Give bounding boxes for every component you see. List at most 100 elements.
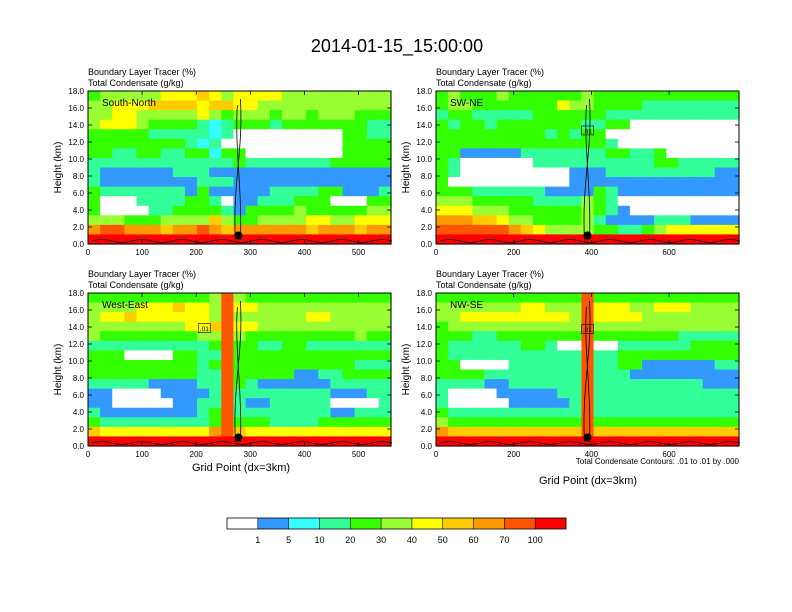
heatmap-cell [136, 129, 150, 140]
heatmap-cell [605, 177, 619, 188]
heatmap-cell [532, 205, 546, 216]
heatmap-cell [124, 302, 138, 313]
heatmap-cell [197, 436, 210, 447]
x-tick-label: 0 [86, 450, 91, 459]
heatmap-cell [124, 129, 138, 140]
heatmap-cell [545, 293, 558, 304]
heatmap-cell [496, 350, 510, 361]
heatmap-cell [484, 138, 498, 149]
heatmap-cell [593, 234, 607, 245]
heatmap-cell [378, 100, 392, 111]
heatmap-cell [508, 369, 522, 380]
heatmap-cell [666, 215, 679, 226]
heatmap-cell [690, 234, 704, 245]
heatmap-cell [532, 157, 546, 169]
plot-frame [435, 90, 740, 245]
heatmap-cell [666, 340, 679, 351]
heatmap-cell [257, 426, 271, 438]
heatmap-cell [545, 321, 558, 332]
panel-2: Boundary Layer Tracer (%)Total Condensat… [53, 269, 393, 459]
heatmap-cell [520, 91, 534, 102]
heatmap-cell [318, 331, 331, 342]
heatmap-cell [233, 379, 247, 390]
heatmap-cell [269, 224, 283, 236]
heatmap-cell [436, 177, 449, 188]
heatmap-cell [342, 398, 356, 409]
heatmap-cell [448, 167, 461, 178]
heatmap-cell [472, 157, 486, 169]
heatmap-cell [520, 417, 534, 428]
heatmap-cell [642, 167, 655, 178]
heatmap-cell [330, 157, 344, 169]
heatmap-cell [318, 138, 331, 149]
heatmap-cell [378, 224, 392, 236]
heatmap-cell [197, 417, 210, 428]
heatmap-cell [378, 129, 392, 140]
heatmap-cell [508, 177, 522, 188]
heatmap-cell [484, 426, 498, 438]
heatmap-cell [581, 350, 595, 361]
heatmap-cell [330, 398, 344, 409]
heatmap-cell [726, 224, 740, 236]
heatmap-cell [88, 359, 101, 371]
heatmap-cell [366, 321, 380, 332]
heatmap-cell [354, 321, 368, 332]
heatmap-cell [690, 331, 704, 342]
heatmap-cell [172, 331, 186, 342]
heatmap-cell [184, 359, 198, 371]
heatmap-cell [460, 224, 473, 236]
heatmap-cell [342, 167, 356, 178]
heatmap-cell [484, 369, 498, 380]
heatmap-cell [294, 110, 307, 121]
heatmap-cell [172, 312, 186, 323]
heatmap-cell [184, 224, 198, 236]
heatmap-cell [112, 215, 125, 226]
heatmap-cell [532, 321, 546, 332]
contour-line [234, 300, 242, 443]
heatmap-cell [617, 388, 631, 399]
heatmap-cell [520, 407, 534, 418]
heatmap-cell [306, 350, 319, 361]
heatmap-cell [642, 157, 655, 169]
heatmap-cell [557, 167, 570, 178]
heatmap-cell [460, 177, 473, 188]
heatmap-cell [642, 148, 655, 159]
heatmap-cell [354, 119, 368, 130]
heatmap-cell [136, 312, 150, 323]
heatmap-cell [472, 359, 486, 371]
heatmap-cell [496, 91, 510, 102]
heatmap-cell [690, 148, 704, 159]
y-tick-label: 6.0 [421, 391, 433, 400]
heatmap-cell [245, 369, 259, 380]
heatmap-cell [342, 177, 356, 188]
heatmap-cell [245, 205, 259, 216]
heatmap-cell [318, 312, 331, 323]
heatmap-cell [629, 436, 643, 447]
heatmap-cell [520, 119, 534, 130]
heatmap-cell [209, 177, 222, 188]
heatmap-cell [318, 426, 331, 438]
heatmap-cell [209, 167, 222, 178]
heatmap-cell [532, 177, 546, 188]
heatmap-cell [306, 388, 319, 399]
heatmap-cell [221, 177, 235, 188]
heatmap-cell [714, 215, 728, 226]
heatmap-cell [221, 331, 235, 342]
heatmap-cell [496, 436, 510, 447]
heatmap-cell [714, 417, 728, 428]
heatmap-cell [520, 167, 534, 178]
heatmap-cell [520, 215, 534, 226]
heatmap-cell [654, 426, 667, 438]
panel-1: Boundary Layer Tracer (%)Total Condensat… [401, 67, 741, 257]
heatmap-cell [306, 321, 319, 332]
heatmap-cell [197, 157, 210, 169]
heatmap-cell [605, 91, 619, 102]
heatmap-cell [281, 302, 295, 313]
heatmap-cell [184, 302, 198, 313]
heatmap-cell [172, 359, 186, 371]
heatmap-cell [545, 186, 558, 197]
heatmap-cell [569, 177, 583, 188]
heatmap-cell [257, 293, 271, 304]
heatmap-cell [257, 138, 271, 149]
heatmap-cell [654, 205, 667, 216]
